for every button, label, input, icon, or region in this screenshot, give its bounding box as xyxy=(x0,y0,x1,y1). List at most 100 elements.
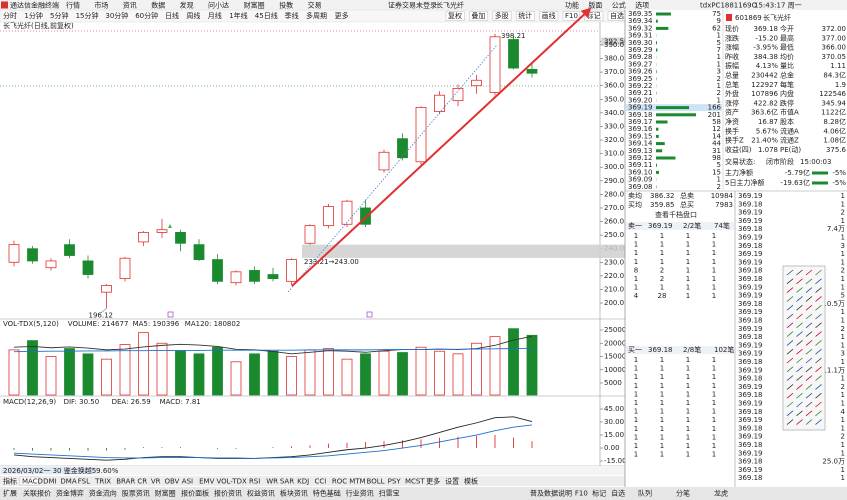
draw-tool[interactable] xyxy=(815,340,822,346)
draw-tool[interactable] xyxy=(786,287,794,293)
bottom-tab[interactable]: 财富圈 xyxy=(155,489,176,498)
draw-tool[interactable] xyxy=(796,384,803,390)
draw-tool[interactable] xyxy=(786,392,794,399)
draw-tool[interactable] xyxy=(796,357,803,364)
tool-button[interactable] xyxy=(515,11,535,21)
draw-tool[interactable] xyxy=(796,304,803,311)
draw-tool[interactable] xyxy=(796,269,803,276)
tool-button[interactable] xyxy=(562,11,580,21)
draw-tool[interactable] xyxy=(786,366,794,373)
draw-tool[interactable] xyxy=(815,384,822,390)
indicator-tab[interactable]: 指标 xyxy=(3,477,17,486)
bottom-tab[interactable]: 特色基础 xyxy=(313,489,341,498)
tool-label[interactable]: 标记 xyxy=(587,11,601,20)
tool-label[interactable]: F10 xyxy=(565,12,578,20)
indicator-tab[interactable]: 更多 xyxy=(426,477,440,486)
indicator-tab[interactable]: FSL xyxy=(78,478,90,486)
draw-tool[interactable] xyxy=(786,375,794,381)
draw-tool[interactable] xyxy=(815,287,822,293)
menu-right[interactable]: 选项 xyxy=(635,1,649,10)
indicator-tab[interactable]: RSI xyxy=(249,478,260,486)
draw-tool[interactable] xyxy=(815,366,822,373)
tool-label[interactable]: 多股 xyxy=(495,11,509,20)
draw-tool[interactable] xyxy=(805,269,813,276)
bottom-right[interactable]: 自选 xyxy=(611,489,625,498)
draw-tool[interactable] xyxy=(796,313,803,320)
draw-tool[interactable] xyxy=(796,331,803,337)
tool-label[interactable]: 自选 xyxy=(610,11,624,20)
bottom-tab[interactable]: 资金流向 xyxy=(89,489,117,498)
draw-tool[interactable] xyxy=(796,410,803,417)
indicator-tab[interactable]: MACD xyxy=(22,478,43,486)
draw-tool[interactable] xyxy=(815,322,822,329)
menu-item[interactable]: 问小达 xyxy=(208,1,229,10)
draw-tool[interactable] xyxy=(815,313,822,320)
period-tab[interactable]: 日线 xyxy=(165,11,179,20)
draw-tool[interactable] xyxy=(815,392,822,399)
tool-button[interactable] xyxy=(445,11,465,21)
bottom-tab[interactable]: 权益资讯 xyxy=(247,489,275,498)
draw-tool[interactable] xyxy=(796,419,803,425)
indicator-tab[interactable]: BRAR xyxy=(116,478,135,486)
draw-tool[interactable] xyxy=(796,375,803,381)
draw-tool[interactable] xyxy=(805,340,813,346)
bottom-tab[interactable]: 板块资讯 xyxy=(280,489,308,498)
draw-tool[interactable] xyxy=(796,340,803,346)
period-tab[interactable]: 60分钟 xyxy=(135,11,158,20)
tool-button[interactable] xyxy=(469,11,489,21)
tool-button[interactable] xyxy=(539,11,559,21)
draw-tool[interactable] xyxy=(805,348,813,355)
indicator-tab[interactable]: SAR xyxy=(280,478,294,486)
indicator-tab[interactable]: MCST xyxy=(405,478,425,486)
draw-tool[interactable] xyxy=(805,304,813,311)
depth-link[interactable]: 查看千档盘口 xyxy=(655,210,697,219)
indicator-tab[interactable]: ROC xyxy=(332,478,347,486)
draw-tool[interactable] xyxy=(805,278,813,285)
period-tab[interactable]: 5分钟 xyxy=(50,11,68,20)
draw-tool[interactable] xyxy=(796,278,803,285)
bottom-tab[interactable]: 扫雷宝 xyxy=(379,489,400,498)
bottom-tab[interactable]: 关联报价 xyxy=(23,489,51,498)
bottom-tab[interactable]: 扩展 xyxy=(3,489,17,498)
period-tab[interactable]: 1年线 xyxy=(229,11,247,20)
indicator-tab[interactable]: 模板 xyxy=(464,477,478,486)
draw-tool[interactable] xyxy=(805,384,813,390)
period-tab[interactable]: 季线 xyxy=(285,11,299,20)
tool-label[interactable]: 画线 xyxy=(542,11,556,20)
period-tab[interactable]: 周线 xyxy=(186,11,200,20)
draw-tool[interactable] xyxy=(805,287,813,293)
period-tab[interactable]: 多周期 xyxy=(306,11,327,20)
indicator-tab[interactable]: TRIX xyxy=(94,478,111,486)
draw-tool[interactable] xyxy=(815,357,822,364)
menu-item[interactable]: 数据 xyxy=(151,1,165,10)
indicator-tab[interactable]: EMV xyxy=(199,478,214,486)
menu-item[interactable]: 财富圈 xyxy=(244,1,265,10)
draw-tool[interactable] xyxy=(786,340,794,346)
bottom-tab[interactable]: 报价面板 xyxy=(181,489,209,498)
draw-tool[interactable] xyxy=(805,366,813,373)
indicator-tab[interactable]: DMI xyxy=(43,478,57,486)
draw-tool[interactable] xyxy=(815,419,822,425)
indicator-tab[interactable]: WR xyxy=(266,478,278,486)
right-tab[interactable]: 队列 xyxy=(638,489,652,498)
draw-tool[interactable] xyxy=(805,392,813,399)
draw-tool[interactable] xyxy=(815,331,822,337)
menu-item[interactable]: 投教 xyxy=(279,1,293,10)
bottom-right[interactable]: 普及数据说明 xyxy=(530,489,572,498)
tool-label[interactable]: 复权 xyxy=(448,11,462,20)
draw-tool[interactable] xyxy=(796,348,803,355)
indicator-tab[interactable]: CCI xyxy=(315,478,327,486)
period-tab[interactable]: 分时 xyxy=(3,11,17,20)
indicator-tab[interactable]: MTM xyxy=(349,478,365,486)
draw-tool[interactable] xyxy=(805,419,813,425)
indicator-tab[interactable]: CR xyxy=(137,478,147,486)
draw-tool[interactable] xyxy=(786,419,794,425)
draw-tool[interactable] xyxy=(786,304,794,311)
draw-tool[interactable] xyxy=(796,392,803,399)
indicator-tab[interactable]: BOLL xyxy=(367,478,385,486)
draw-tool[interactable] xyxy=(815,278,822,285)
draw-tool[interactable] xyxy=(815,375,822,381)
bottom-right[interactable]: 标记 xyxy=(592,489,606,498)
bottom-tab[interactable]: 报价资讯 xyxy=(214,489,242,498)
draw-tool[interactable] xyxy=(805,357,813,364)
